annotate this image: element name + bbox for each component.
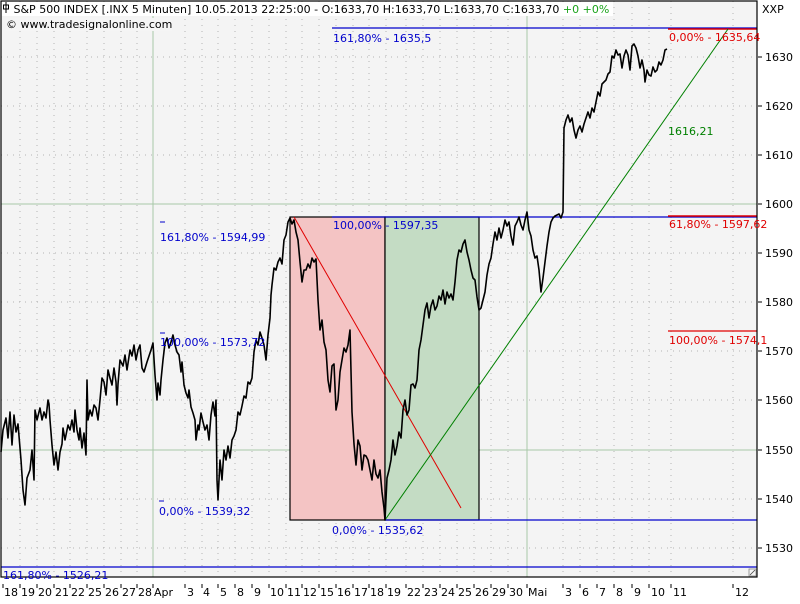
y-tick-label: 1580 <box>765 296 793 309</box>
fibonacci-lines[interactable] <box>1 27 757 568</box>
chart-header: S&P 500 INDEX [.INX 5 Minuten] 10.05.201… <box>2 2 614 16</box>
timestamp: 10.05.2013 22:25:00 <box>194 3 311 16</box>
x-tick-label: 5 <box>220 586 227 599</box>
fib-right-100-label: 100,00% - 1574,1 <box>669 334 767 347</box>
x-tick-label: 3 <box>187 586 194 599</box>
copyright-notice: © www.tradesignalonline.com <box>6 18 173 31</box>
symbol-title: S&P 500 INDEX [.INX 5 Minuten] <box>13 3 192 16</box>
y-axis <box>758 56 762 549</box>
fib-right-0-label: 0,00% - 1635,64 <box>669 31 760 44</box>
x-tick-label: 11 <box>673 586 687 599</box>
x-tick-label: 30 <box>509 586 523 599</box>
x-tick-label: 7 <box>599 586 606 599</box>
x-tick-label: 8 <box>237 586 244 599</box>
x-tick-label: Apr <box>154 586 174 599</box>
fib-left-0-label: 0,00% - 1539,32 <box>159 505 250 518</box>
x-tick-label: 27 <box>122 586 136 599</box>
y-tick-label: 1590 <box>765 247 793 260</box>
plot-frame <box>0 0 758 578</box>
resize-handle-icon[interactable] <box>748 568 757 577</box>
y-tick-label: 1610 <box>765 149 793 162</box>
x-tick-label: 25 <box>88 586 102 599</box>
x-tick-label: 26 <box>105 586 119 599</box>
x-tick-label: 6 <box>582 586 589 599</box>
y-tick-label: 1540 <box>765 493 793 506</box>
retracement-box-green[interactable] <box>384 216 480 521</box>
annotation-labels: 161,80% - 1594,99 100,00% - 1573,72 0,00… <box>3 31 767 582</box>
fib-left-100-label: 100,00% - 1573,72 <box>160 336 265 349</box>
x-tick-label: 10 <box>270 586 284 599</box>
trendline-green[interactable] <box>384 28 729 521</box>
bar-symbol-icon <box>2 2 10 16</box>
x-tick-label: 3 <box>565 586 572 599</box>
fib-right-61-label: 61,80% - 1597,62 <box>669 218 767 231</box>
x-tick-label: 16 <box>337 586 351 599</box>
x-tick-label: 20 <box>38 586 52 599</box>
x-tick-label: 12 <box>303 586 317 599</box>
x-tick-label: 9 <box>634 586 641 599</box>
x-tick-label: 17 <box>354 586 368 599</box>
x-tick-label: 25 <box>458 586 472 599</box>
x-tick-label: 22 <box>71 586 85 599</box>
y-axis-labels: XXP 1630 1620 1610 1600 1590 1580 1570 1… <box>762 3 793 555</box>
x-tick-label: 18 <box>370 586 384 599</box>
y-tick-label: 1570 <box>765 345 793 358</box>
change-value: +0 +0% <box>562 3 610 16</box>
x-tick-label: 29 <box>492 586 506 599</box>
y-tick-label: 1600 <box>765 198 793 211</box>
y-tick-label: 1550 <box>765 444 793 457</box>
fib-left-161-label: 161,80% - 1594,99 <box>160 231 265 244</box>
x-tick-label: 24 <box>441 586 455 599</box>
y-tick-label: 1530 <box>765 542 793 555</box>
x-tick-label: 15 <box>320 586 334 599</box>
x-tick-label: 10 <box>651 586 665 599</box>
y-tick-label: 1630 <box>765 51 793 64</box>
x-tick-label: 4 <box>203 586 210 599</box>
x-tick-label: 12 <box>735 586 749 599</box>
x-tick-label: 28 <box>138 586 152 599</box>
x-tick-label: 23 <box>424 586 438 599</box>
x-tick-label: 9 <box>254 586 261 599</box>
trendline-value-label: 1616,21 <box>668 125 714 138</box>
ohlc-values: - O:1633,70 H:1633,70 L:1633,70 C:1633,7… <box>314 3 560 16</box>
trendline-red[interactable] <box>293 216 462 509</box>
fib-mid-100-label: 100,00% - 1597,35 <box>333 219 438 232</box>
y-tick-label: 1620 <box>765 100 793 113</box>
x-tick-label: 26 <box>475 586 489 599</box>
fib-mid-161-top-label: 161,80% - 1635,5 <box>333 32 431 45</box>
x-tick-label: 19 <box>387 586 401 599</box>
y-tick-label: 1560 <box>765 394 793 407</box>
x-tick-label: Mai <box>528 586 547 599</box>
x-tick-label: 8 <box>616 586 623 599</box>
x-axis: 18 19 20 21 22 25 26 27 28 Apr 3 4 5 8 9… <box>2 584 749 599</box>
fib-mid-161-bottom-label: 161,80% - 1526,21 <box>3 569 108 582</box>
x-tick-label: 19 <box>21 586 35 599</box>
x-tick-label: 22 <box>407 586 421 599</box>
fib-mid-0-label: 0,00% - 1535,62 <box>332 524 423 537</box>
x-tick-label: 21 <box>55 586 69 599</box>
price-line <box>0 43 668 521</box>
y-axis-unit-label: XXP <box>762 3 784 16</box>
x-tick-label: 18 <box>4 586 18 599</box>
x-tick-label: 11 <box>287 586 301 599</box>
